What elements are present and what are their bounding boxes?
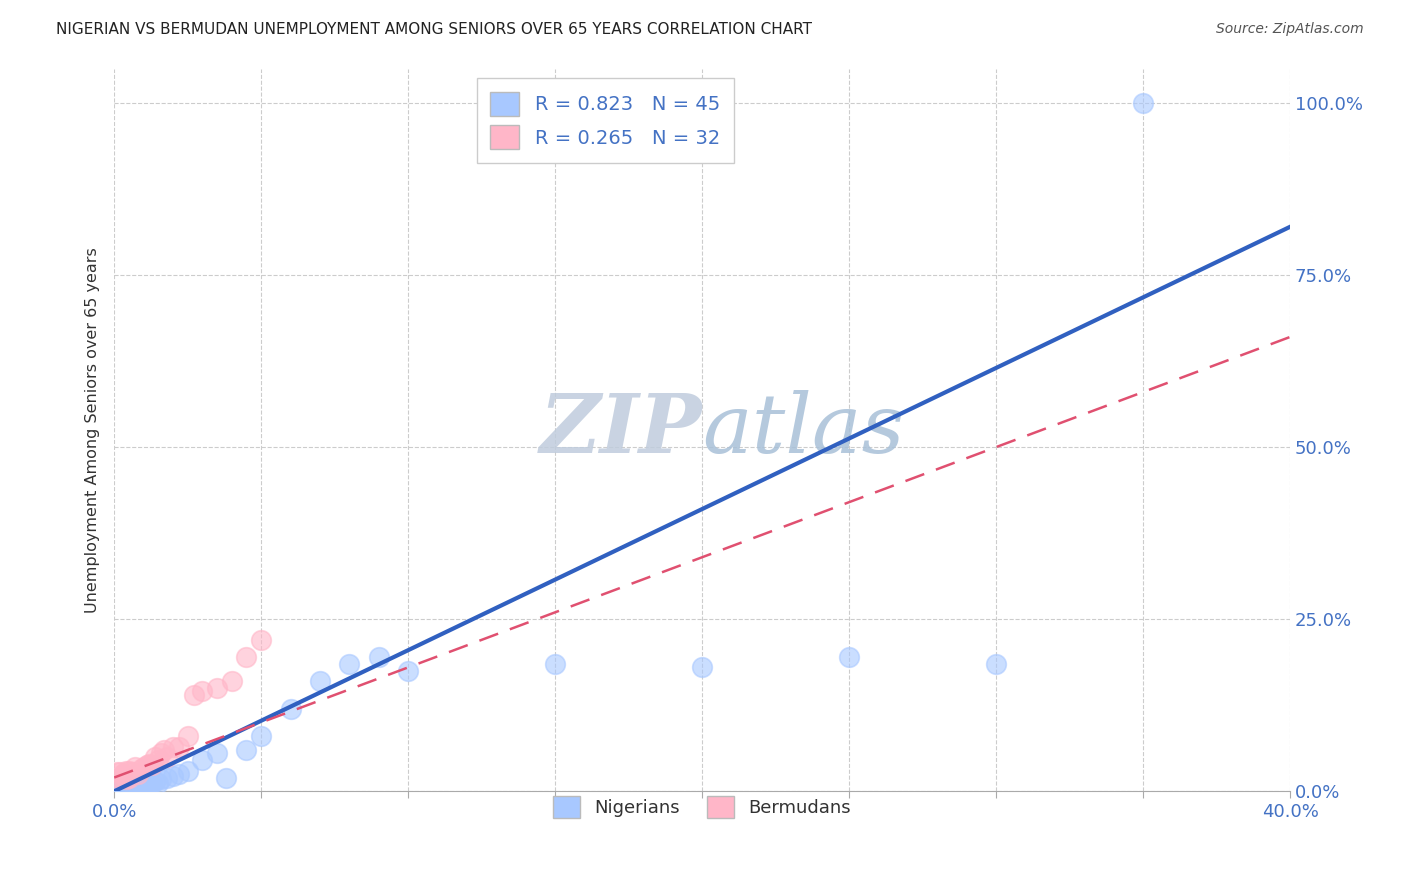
Point (127, 767, 149, 781)
Point (367, 650, 389, 665)
Point (111, 780, 134, 795)
Point (984, 657, 1007, 671)
Point (129, 780, 152, 794)
Point (337, 657, 360, 671)
Point (121, 764, 143, 779)
Point (838, 650, 860, 665)
Point (150, 772, 173, 786)
Point (167, 739, 190, 754)
Point (235, 743, 257, 757)
Point (191, 753, 214, 767)
Point (141, 758, 163, 772)
Point (150, 747, 173, 761)
Point (111, 767, 134, 781)
Point (690, 660, 713, 674)
Point (127, 779, 149, 793)
Point (138, 777, 160, 791)
Point (280, 702, 302, 716)
Point (118, 764, 141, 778)
Point (148, 776, 170, 790)
Point (108, 764, 131, 779)
Legend: Nigerians, Bermudans: Nigerians, Bermudans (546, 789, 859, 826)
Point (105, 764, 128, 779)
Point (176, 729, 198, 743)
Point (108, 783, 131, 797)
Point (176, 764, 198, 778)
Point (115, 781, 138, 796)
Point (129, 781, 152, 796)
Point (115, 772, 138, 786)
Point (124, 781, 146, 796)
Point (162, 769, 184, 783)
Text: ZIP: ZIP (540, 390, 702, 470)
Point (143, 774, 166, 789)
Point (132, 778, 155, 792)
Point (118, 782, 141, 797)
Point (118, 780, 141, 795)
Point (221, 674, 243, 689)
Point (121, 779, 143, 793)
Point (118, 783, 141, 797)
Point (124, 760, 146, 774)
Point (148, 753, 170, 767)
Point (115, 764, 138, 778)
Point (105, 783, 128, 797)
Point (108, 771, 131, 785)
Text: NIGERIAN VS BERMUDAN UNEMPLOYMENT AMONG SENIORS OVER 65 YEARS CORRELATION CHART: NIGERIAN VS BERMUDAN UNEMPLOYMENT AMONG … (56, 22, 813, 37)
Point (127, 780, 149, 795)
Point (1132, 95, 1154, 110)
Point (129, 762, 152, 776)
Point (544, 657, 567, 671)
Point (111, 782, 134, 797)
Point (167, 767, 190, 781)
Point (191, 684, 214, 698)
Point (162, 739, 184, 754)
Point (396, 664, 419, 678)
Point (135, 777, 157, 791)
Y-axis label: Unemployment Among Seniors over 65 years: Unemployment Among Seniors over 65 years (86, 247, 100, 613)
Point (111, 771, 134, 785)
Point (121, 780, 143, 795)
Point (156, 771, 179, 785)
Point (124, 780, 146, 794)
Point (183, 688, 205, 702)
Point (153, 743, 176, 757)
Text: Source: ZipAtlas.com: Source: ZipAtlas.com (1216, 22, 1364, 37)
Point (105, 771, 128, 785)
Point (250, 632, 273, 647)
Point (156, 750, 179, 764)
Point (235, 650, 257, 665)
Point (143, 750, 166, 764)
Point (115, 783, 138, 797)
Point (108, 782, 131, 797)
Point (138, 756, 160, 771)
Point (250, 729, 273, 743)
Point (132, 760, 155, 774)
Point (135, 758, 157, 772)
Point (205, 681, 228, 695)
Point (215, 771, 238, 785)
Point (118, 771, 141, 785)
Point (141, 776, 163, 790)
Point (309, 674, 332, 689)
Text: atlas: atlas (702, 390, 904, 470)
Point (132, 780, 155, 794)
Point (205, 747, 228, 761)
